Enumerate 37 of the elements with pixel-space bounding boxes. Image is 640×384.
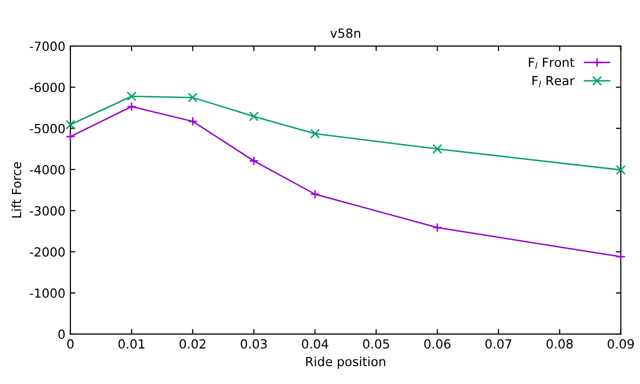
y-tick-label: -7000 (30, 42, 65, 52)
x-tick-label: 0.04 (302, 339, 328, 349)
x-axis-title: Ride position (306, 356, 386, 369)
y-tick-label: -2000 (30, 247, 65, 257)
x-tick-label: 0 (67, 339, 74, 349)
point (616, 165, 626, 175)
point (249, 156, 259, 166)
x-tick-label: 0.08 (546, 339, 573, 349)
point (249, 112, 259, 122)
x-tick-label: 0.03 (240, 339, 267, 349)
point (126, 102, 136, 112)
y-axis-title: Lift Force (12, 162, 22, 218)
point (188, 92, 198, 102)
y-tick-label: -1000 (30, 288, 65, 298)
point (66, 132, 76, 142)
y-tick-label: 0 (58, 330, 65, 340)
legend-label: F$_{l}$ Front (528, 58, 574, 69)
y-tick-label: -3000 (30, 206, 65, 216)
point (432, 144, 442, 154)
point (126, 91, 136, 102)
y-tick-label: -4000 (30, 164, 65, 174)
y-tick-label: -5000 (30, 124, 65, 134)
point (310, 189, 320, 200)
point (616, 252, 626, 262)
x-tick-label: 0.02 (180, 339, 206, 349)
legend-label: F$_{l}$ Rear (532, 76, 575, 88)
x-tick-label: 0.07 (485, 339, 512, 349)
chart-title: v58n (330, 28, 360, 38)
point (66, 120, 76, 130)
point (188, 116, 198, 126)
x-tick-label: 0.01 (118, 339, 144, 349)
point (432, 222, 442, 232)
point (310, 128, 320, 139)
y-tick-label: -6000 (30, 82, 65, 92)
x-tick-label: 0.06 (424, 339, 450, 349)
x-tick-label: 0.05 (363, 339, 389, 349)
x-tick-label: 0.09 (608, 339, 634, 349)
